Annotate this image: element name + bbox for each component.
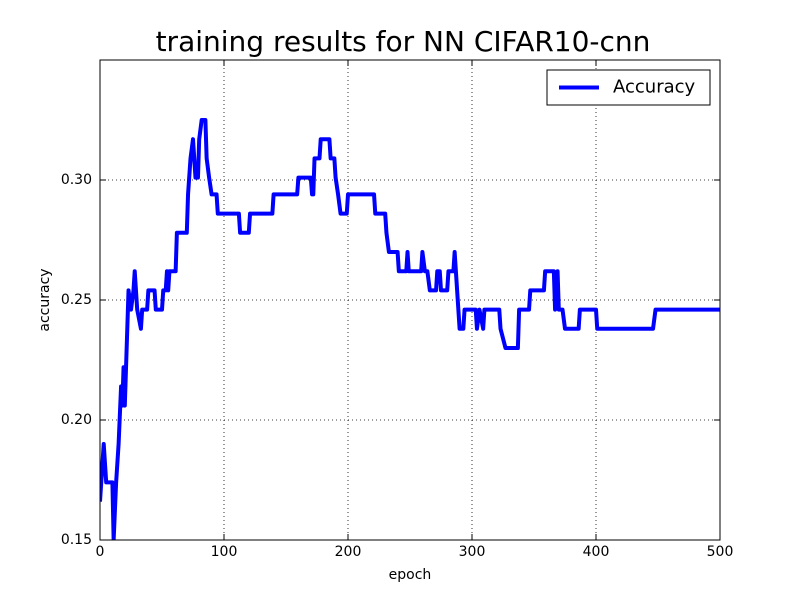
x-tick-label: 500 <box>707 544 734 560</box>
chart-title: training results for NN CIFAR10-cnn <box>156 25 651 58</box>
y-tick-label: 0.30 <box>61 172 92 188</box>
x-tick-label: 0 <box>96 544 105 560</box>
y-tick-label: 0.25 <box>61 292 92 308</box>
y-tick-label: 0.20 <box>61 412 92 428</box>
plot-frame <box>99 59 721 541</box>
legend-label: Accuracy <box>613 77 696 98</box>
data-line <box>100 118 720 540</box>
x-tick-label: 400 <box>583 544 610 560</box>
y-axis-label: accuracy <box>37 268 53 331</box>
x-tick-label: 100 <box>211 544 238 560</box>
x-axis-label: epoch <box>389 567 432 583</box>
x-tick-label: 200 <box>335 544 362 560</box>
x-tick-label: 300 <box>459 544 486 560</box>
y-tick-label: 0.15 <box>61 532 92 548</box>
